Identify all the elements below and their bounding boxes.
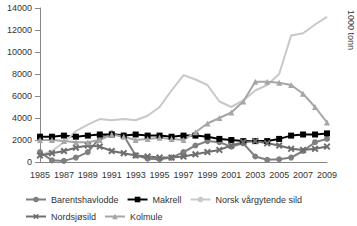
svg-text:2000: 2000 (12, 135, 32, 145)
svg-text:1989: 1989 (78, 170, 98, 180)
svg-text:1993: 1993 (126, 170, 146, 180)
svg-text:1000 tonn: 1000 tonn (346, 10, 356, 50)
svg-text:1987: 1987 (54, 170, 74, 180)
svg-text:10000: 10000 (7, 47, 32, 57)
svg-text:4000: 4000 (12, 113, 32, 123)
svg-text:12000: 12000 (7, 25, 32, 35)
svg-text:2007: 2007 (293, 170, 313, 180)
svg-text:2001: 2001 (221, 170, 241, 180)
svg-text:1995: 1995 (150, 170, 170, 180)
svg-text:1997: 1997 (173, 170, 193, 180)
svg-text:1999: 1999 (197, 170, 217, 180)
svg-text:2009: 2009 (317, 170, 337, 180)
svg-text:Makrell: Makrell (153, 195, 182, 205)
svg-text:8000: 8000 (12, 69, 32, 79)
svg-text:1985: 1985 (30, 170, 50, 180)
svg-text:Barentshavlodde: Barentshavlodde (51, 195, 119, 205)
svg-text:14000: 14000 (7, 3, 32, 13)
svg-text:6000: 6000 (12, 91, 32, 101)
svg-text:2003: 2003 (245, 170, 265, 180)
svg-text:Kolmule: Kolmule (130, 212, 163, 222)
svg-text:2005: 2005 (269, 170, 289, 180)
svg-text:0: 0 (27, 157, 32, 167)
svg-text:Norsk vårgytende sild: Norsk vårgytende sild (216, 195, 303, 205)
svg-text:Nordsjøsild: Nordsjøsild (51, 212, 96, 222)
svg-text:1991: 1991 (102, 170, 122, 180)
